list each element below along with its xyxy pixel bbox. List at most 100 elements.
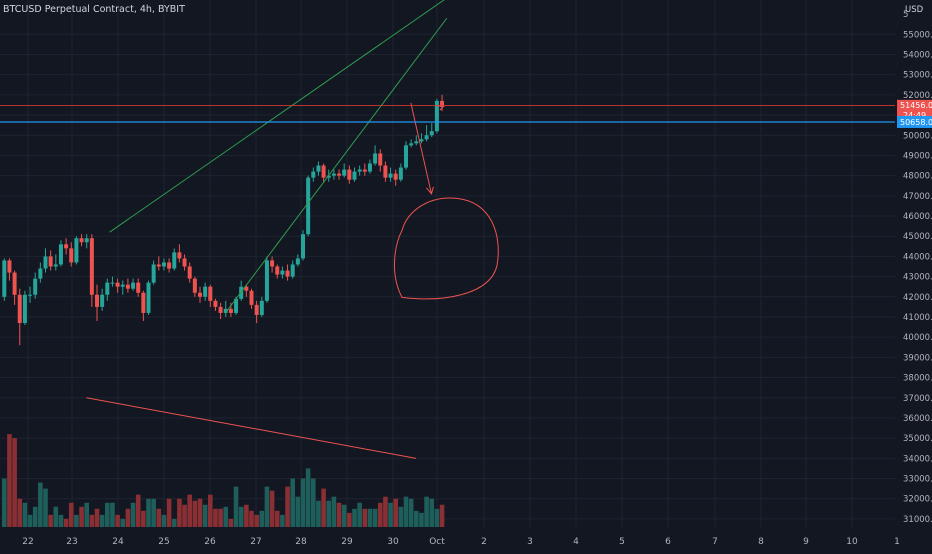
volume-bar (74, 514, 79, 527)
candle-up (161, 262, 166, 267)
volume-bar (146, 498, 151, 527)
last-price-countdown: 24:49 (903, 111, 926, 120)
candle-up (306, 177, 311, 235)
volume-bar (377, 502, 383, 527)
volume-bar (341, 504, 347, 527)
volume-bar (280, 514, 285, 527)
volume-bar (269, 490, 275, 527)
candle-down (187, 266, 192, 279)
volume-bar (218, 508, 223, 527)
volume-bar (38, 482, 43, 527)
time-axis-label: 27 (250, 537, 261, 547)
volume-bar (393, 498, 398, 527)
candle-up (151, 264, 156, 283)
volume-bar (295, 496, 301, 527)
volume-bar (254, 514, 259, 527)
price-axis-label: 43000.0 (903, 273, 932, 283)
volume-bar (372, 508, 378, 527)
time-axis-label: 29 (341, 537, 353, 547)
price-axis-bg (896, 0, 932, 550)
time-axis-label: 6 (665, 537, 671, 547)
time-axis-label: 3 (527, 537, 533, 547)
volume-bar (290, 478, 295, 527)
time-axis-label: 1 (894, 537, 900, 547)
candle-up (409, 143, 414, 146)
volume-bar (12, 438, 17, 527)
price-axis-label: 33000.0 (903, 475, 932, 485)
volume-bar (53, 506, 59, 527)
volume-bar (192, 500, 198, 527)
volume-bar (274, 510, 280, 527)
candle-up (74, 238, 79, 263)
volume-bar (202, 504, 208, 527)
time-axis-label: 23 (66, 537, 77, 547)
volume-bar (259, 510, 265, 527)
volume-bar (357, 502, 362, 527)
volume-bar (125, 508, 131, 527)
price-axis[interactable]: 5 55000.0 54000.0 53000.0 52000.0 50000.0 4900… (896, 0, 932, 550)
drawings[interactable] (0, 0, 895, 459)
volume-bar (161, 514, 167, 527)
candle-up (53, 264, 58, 267)
time-axis-label: 24 (112, 537, 124, 547)
volume-bar (89, 514, 95, 527)
volume-bar (187, 494, 192, 527)
candle-down (125, 284, 130, 289)
volume-bar (182, 504, 187, 527)
candle-down (275, 266, 280, 275)
candle-down (79, 238, 84, 243)
time-axis-label: 26 (204, 537, 216, 547)
time-axis-label: 7 (712, 537, 718, 547)
candle-up (357, 169, 362, 172)
candle-up (264, 260, 269, 301)
candle-down (337, 173, 342, 176)
time-axis-label: 10 (846, 537, 858, 547)
volume-bar (285, 486, 290, 527)
time-axis-label: Oct (429, 537, 445, 547)
candle-up (316, 165, 321, 172)
candle-down (115, 282, 120, 287)
volume-bar (22, 502, 28, 527)
candle-up (398, 167, 403, 180)
candle-up (373, 153, 378, 164)
candle-down (321, 165, 326, 178)
arrow-head (426, 186, 434, 195)
volume-bar (326, 500, 332, 527)
volume-bar (58, 514, 64, 527)
candle-up (342, 169, 347, 176)
price-axis-label: 48000.0 (903, 172, 932, 182)
volume-bar (27, 514, 33, 527)
volume-bar (17, 498, 23, 527)
volume-bar (300, 478, 306, 527)
volume-bar (434, 508, 440, 527)
hand-drawn-circle (393, 197, 499, 300)
time-axis[interactable]: 22 23 24 25 26 27 28 29 30 Oct 2 3 4 5 6 7 8 9 10 1 (0, 530, 932, 550)
volume-bar (68, 502, 74, 527)
time-axis-label: 9 (803, 537, 809, 547)
candle-down (244, 286, 249, 291)
volume-bar (311, 478, 316, 527)
candle-down (270, 260, 275, 267)
volume-bar (362, 508, 368, 527)
price-axis-label: 46000.0 (903, 212, 932, 222)
price-axis-label: 50000.0 (903, 131, 932, 141)
candle-down (167, 262, 172, 269)
volume-bar (233, 486, 239, 527)
volume-bar (79, 506, 84, 527)
candle-up (290, 264, 295, 277)
candle-down (182, 258, 187, 267)
volume-bar (419, 512, 424, 527)
currency-label[interactable]: USD (905, 5, 924, 15)
last-price-badge (897, 99, 932, 121)
volume-bar (249, 510, 254, 527)
price-axis-label: 45000.0 (903, 232, 932, 242)
candle-down (192, 278, 197, 293)
candle-up (2, 260, 7, 297)
candle-down (213, 300, 218, 307)
candle-down (198, 292, 202, 297)
volume-bar (244, 504, 249, 527)
candle-up (172, 252, 177, 269)
last-price-value: 51456.0 (900, 101, 932, 110)
